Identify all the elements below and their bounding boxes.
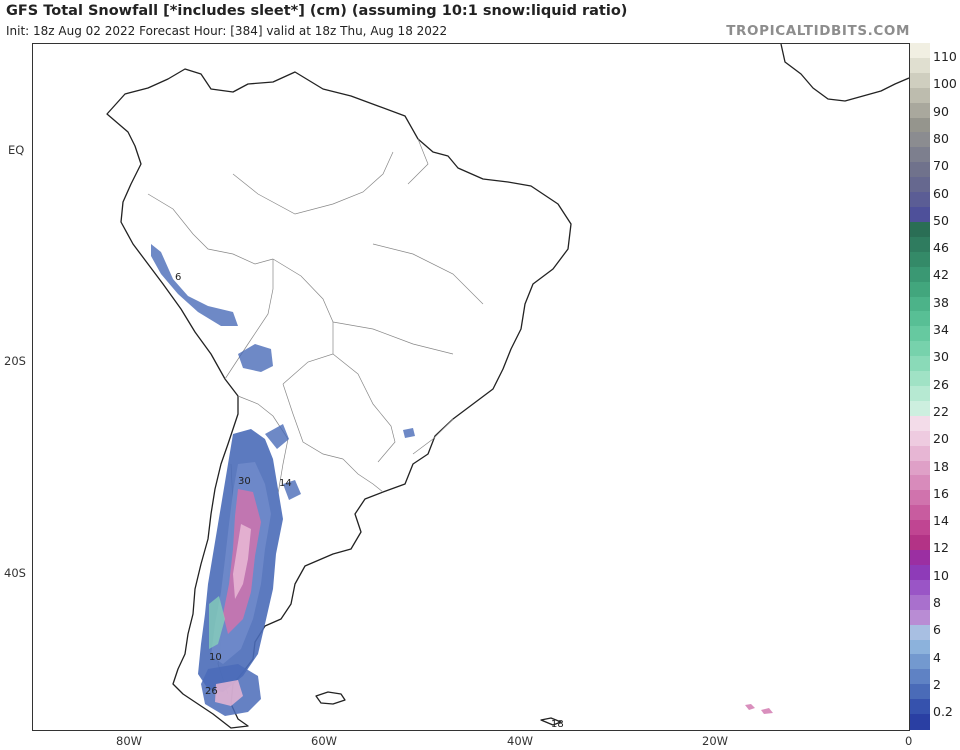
colorbar-swatch xyxy=(910,236,930,253)
colorbar-swatch xyxy=(910,669,930,685)
colorbar-swatch xyxy=(910,281,930,298)
map-label: 14 xyxy=(279,478,292,489)
colorbar-swatch xyxy=(910,117,930,134)
colorbar-swatch xyxy=(910,430,930,447)
colorbar-swatch xyxy=(910,579,930,596)
map-panel: 6 30 14 10 26 18 xyxy=(32,43,910,731)
colorbar-label: 70 xyxy=(933,158,949,174)
colorbar-swatch xyxy=(910,57,930,74)
colorbar-swatch xyxy=(910,251,930,268)
colorbar-swatch xyxy=(910,520,930,536)
colorbar-swatch xyxy=(910,371,930,387)
colorbar-swatch xyxy=(910,341,930,357)
colorbar-label: 42 xyxy=(933,267,949,283)
colorbar-swatch xyxy=(910,460,930,477)
colorbar-label: 20 xyxy=(933,431,949,447)
lon-label: 40W xyxy=(507,734,534,748)
south-georgia xyxy=(540,717,562,726)
map-label: 30 xyxy=(238,476,251,487)
colorbar-label: 80 xyxy=(933,130,949,146)
colorbar-swatch xyxy=(910,147,930,163)
colorbar-swatch xyxy=(910,564,930,581)
colorbar-swatch xyxy=(910,192,930,208)
map-value-labels: 6 30 14 10 26 18 xyxy=(175,272,564,730)
colorbar-label: 50 xyxy=(933,212,949,228)
colorbar-swatch xyxy=(910,266,930,283)
colorbar-swatch xyxy=(910,326,930,342)
colorbar-label: 2 xyxy=(933,676,941,692)
colorbar-swatch xyxy=(910,594,930,611)
colorbar-swatch xyxy=(910,624,930,641)
colorbar-label: 16 xyxy=(933,485,949,501)
lon-label: 0 xyxy=(905,734,913,748)
colorbar-swatch xyxy=(910,43,930,59)
colorbar-label: 22 xyxy=(933,403,949,419)
colorbar-label: 8 xyxy=(933,595,941,610)
colorbar-label: 110 xyxy=(933,49,957,64)
colorbar-swatch xyxy=(910,296,930,313)
colorbar-label: 30 xyxy=(933,349,949,365)
colorbar-label: 14 xyxy=(933,513,949,529)
colorbar-label: 6 xyxy=(933,622,941,638)
colorbar-label: 18 xyxy=(933,458,949,474)
colorbar-swatch xyxy=(910,102,930,119)
colorbar-swatch xyxy=(910,177,930,193)
colorbar-label: 46 xyxy=(933,240,949,256)
falkland-islands xyxy=(315,691,346,705)
colorbar-swatch xyxy=(910,132,930,148)
colorbar-swatch xyxy=(910,415,930,432)
colorbar-swatch xyxy=(910,490,930,506)
map-label: 6 xyxy=(175,272,181,283)
colorbar-swatch xyxy=(910,356,930,372)
map-label: 18 xyxy=(551,719,564,730)
colorbar-swatch xyxy=(910,684,930,700)
colorbar-swatch xyxy=(910,639,930,656)
africa-coast xyxy=(780,44,909,102)
snowfall-field xyxy=(151,244,773,716)
colorbar-swatch xyxy=(910,654,930,670)
colorbar-swatch xyxy=(910,87,930,104)
colorbar-swatch xyxy=(910,699,930,715)
country-borders xyxy=(147,138,484,695)
map-label: 10 xyxy=(209,652,222,663)
colorbar-swatch xyxy=(910,221,930,238)
colorbar-swatch xyxy=(910,311,930,327)
colorbar-swatch xyxy=(910,400,930,417)
colorbar-swatch xyxy=(910,72,930,89)
colorbar-swatch xyxy=(910,162,930,178)
colorbar-swatch xyxy=(910,505,930,521)
colorbar-swatch xyxy=(910,714,930,730)
colorbar-label: 26 xyxy=(933,376,949,392)
colorbar-label: 12 xyxy=(933,540,949,556)
lat-label: 20S xyxy=(4,354,26,368)
map-title: GFS Total Snowfall [*includes sleet*] (c… xyxy=(6,3,628,19)
lat-label: 40S xyxy=(4,566,26,580)
continent-outline xyxy=(106,44,909,729)
map-canvas: 6 30 14 10 26 18 xyxy=(106,44,909,730)
colorbar-swatch xyxy=(910,207,930,223)
colorbar-swatch xyxy=(910,609,930,626)
map-label: 26 xyxy=(205,686,218,697)
forecast-info: Init: 18z Aug 02 2022 Forecast Hour: [38… xyxy=(6,24,448,38)
colorbar-swatch xyxy=(910,445,930,462)
colorbar-label: 38 xyxy=(933,294,949,310)
lon-label: 80W xyxy=(116,734,143,748)
colorbar-label: 100 xyxy=(933,76,957,92)
south-america-coast xyxy=(106,68,572,729)
colorbar-label: 0.2 xyxy=(933,704,953,720)
colorbar-label: 34 xyxy=(933,322,949,337)
lon-label: 60W xyxy=(311,734,338,748)
colorbar-label: 90 xyxy=(933,103,949,119)
colorbar-swatch xyxy=(910,550,930,566)
colorbar-swatch xyxy=(910,535,930,551)
colorbar-label: 4 xyxy=(933,649,941,665)
lon-label: 20W xyxy=(702,734,729,748)
colorbar-swatch xyxy=(910,475,930,491)
colorbar xyxy=(910,43,930,730)
colorbar-swatch xyxy=(910,386,930,402)
lat-label: EQ xyxy=(8,143,25,157)
source-brand: TROPICALTIDBITS.COM xyxy=(726,23,910,39)
colorbar-label: 10 xyxy=(933,567,949,583)
colorbar-label: 60 xyxy=(933,185,949,201)
